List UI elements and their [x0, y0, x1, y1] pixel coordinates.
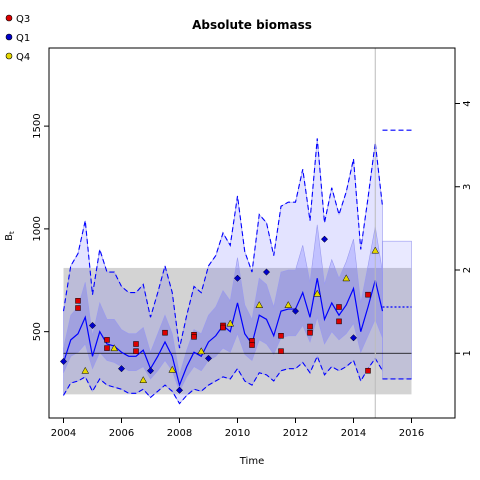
x-axis-label: Time [239, 456, 264, 467]
plot-area [59, 48, 412, 418]
q1-point [349, 334, 358, 342]
q3-point [249, 342, 255, 348]
line-layer [62, 48, 412, 418]
x-tick-label: 2010 [225, 428, 250, 439]
q1-point [146, 367, 155, 375]
q4-point [255, 301, 264, 308]
q4-point [226, 319, 235, 327]
x-tick-label: 2008 [167, 428, 192, 439]
q3-point [220, 324, 226, 331]
chart-title: Absolute biomass [192, 18, 312, 32]
q1-point [320, 235, 329, 243]
right-tick-label: 4 [462, 100, 473, 106]
q3-point [278, 348, 284, 354]
q4-point [110, 344, 119, 352]
observation-layer [59, 235, 380, 394]
y-tick-label: 1000 [32, 216, 43, 241]
q3-point [365, 291, 371, 298]
legend-marker [5, 33, 13, 41]
x-axis: 2004 2006 2008 2010 2012 2014 2016 [51, 418, 424, 439]
x-tick-label: 2012 [283, 428, 308, 439]
q4-point [139, 376, 148, 383]
q3-point [365, 367, 371, 374]
q4-point [371, 246, 380, 254]
q3-point [336, 318, 342, 325]
legend-marker [5, 14, 13, 22]
y-axis-label-subscript: t [8, 231, 16, 234]
q1-point [175, 386, 184, 394]
q3-point [162, 329, 168, 336]
x-tick-label: 2006 [109, 428, 134, 439]
q1-point [262, 268, 271, 276]
q1-point [204, 354, 213, 362]
y-tick-label: 1500 [32, 113, 43, 138]
legend-label: Q3 [16, 14, 30, 25]
q3-point [133, 341, 139, 347]
y-axis: 500 1000 1500 [32, 113, 49, 341]
q1-point [59, 357, 68, 366]
outer-lower-dashed-line [63, 354, 383, 405]
q3-point [75, 305, 81, 311]
legend-label: Q1 [16, 33, 30, 44]
q3-point [336, 304, 342, 310]
q3-point [307, 329, 313, 336]
y-axis-label-main: B [4, 234, 15, 241]
legend-label: Q4 [16, 52, 30, 63]
q3-point [307, 323, 313, 330]
q4-point [284, 301, 293, 308]
q3-point [104, 337, 110, 343]
q4-point [168, 365, 177, 373]
q3-point [104, 345, 110, 351]
x-tick-label: 2014 [341, 428, 366, 439]
q3-point [75, 298, 81, 304]
right-tick-label: 3 [462, 184, 473, 190]
q1-point [88, 321, 97, 330]
legend-marker [5, 52, 13, 60]
q1-point [233, 274, 242, 282]
q4-point [313, 289, 322, 297]
outer-upper-dashed-line [62, 138, 384, 349]
q4-point [197, 347, 206, 355]
x-tick-label: 2016 [399, 428, 424, 439]
q4-point [81, 366, 90, 374]
q3-point [191, 334, 197, 340]
q4-point [342, 274, 351, 282]
plot-frame [48, 47, 456, 419]
right-tick-label: 2 [462, 267, 473, 273]
y-axis-label: Bt [4, 231, 16, 241]
q3-point [278, 333, 284, 339]
x-tick-label: 2004 [51, 428, 76, 439]
legend: Q3 Q1 Q4 [5, 14, 30, 63]
right-axis: 1 2 3 4 [455, 100, 473, 356]
projection-ci-band [382, 240, 412, 380]
right-tick-label: 1 [462, 350, 473, 356]
y-tick-label: 500 [32, 322, 43, 341]
q3-point [133, 348, 139, 354]
q1-point [291, 307, 300, 315]
q1-point [117, 365, 126, 373]
